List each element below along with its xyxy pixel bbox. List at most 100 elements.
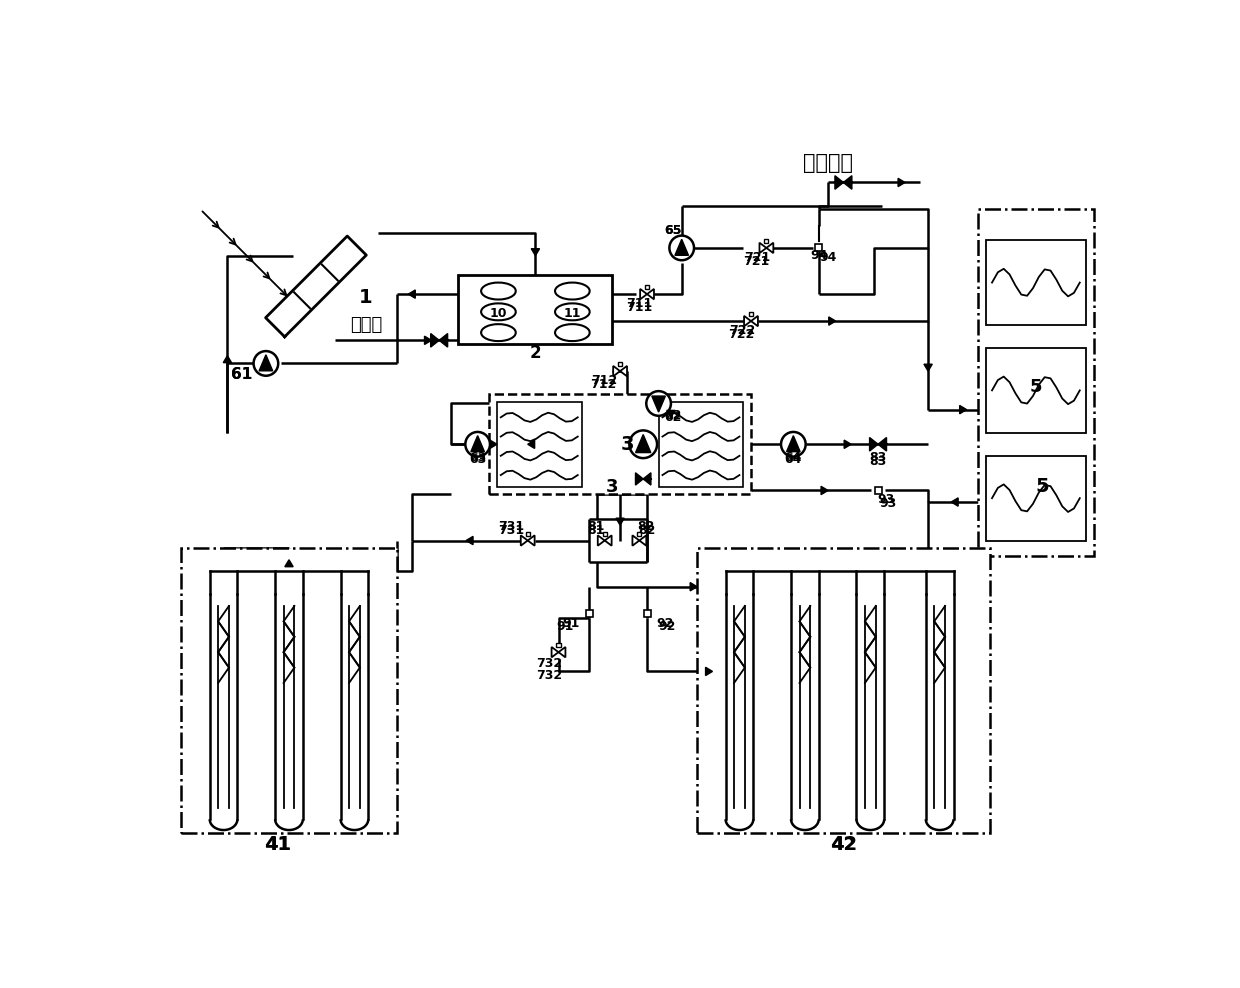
Text: 2: 2 <box>529 345 541 363</box>
Polygon shape <box>786 436 800 452</box>
Text: 722: 722 <box>728 328 754 341</box>
Polygon shape <box>960 405 967 414</box>
Text: 41: 41 <box>265 836 290 854</box>
Polygon shape <box>490 440 497 449</box>
Text: 94: 94 <box>820 251 837 264</box>
Text: 61: 61 <box>231 368 252 382</box>
Text: 1: 1 <box>360 288 373 307</box>
Polygon shape <box>751 316 758 326</box>
Text: 94: 94 <box>810 249 827 262</box>
Text: 81: 81 <box>587 524 604 537</box>
Polygon shape <box>828 317 836 325</box>
Polygon shape <box>605 535 611 545</box>
Text: 93: 93 <box>879 497 897 510</box>
Polygon shape <box>424 336 432 345</box>
Bar <box>181 548 397 833</box>
Text: 11: 11 <box>564 307 582 320</box>
Text: 91: 91 <box>557 620 574 633</box>
Bar <box>637 532 641 535</box>
Polygon shape <box>835 176 843 190</box>
Circle shape <box>646 391 671 416</box>
Bar <box>644 611 651 618</box>
Text: 93: 93 <box>877 493 894 506</box>
Bar <box>585 611 593 618</box>
Polygon shape <box>223 356 232 363</box>
Bar <box>618 363 622 367</box>
Polygon shape <box>691 583 697 591</box>
Text: 5: 5 <box>1029 377 1042 395</box>
Polygon shape <box>647 288 653 299</box>
Bar <box>603 532 606 535</box>
Text: 42: 42 <box>830 835 857 855</box>
Text: 732: 732 <box>536 657 562 670</box>
Bar <box>459 275 613 344</box>
Text: 712: 712 <box>591 373 618 387</box>
Text: 64: 64 <box>785 453 802 466</box>
Bar <box>874 487 882 494</box>
Polygon shape <box>620 366 627 376</box>
Bar <box>764 239 769 243</box>
Polygon shape <box>706 667 713 676</box>
Text: 3: 3 <box>621 435 635 453</box>
Text: 65: 65 <box>663 223 681 237</box>
Text: 731: 731 <box>497 520 523 534</box>
Polygon shape <box>644 473 651 485</box>
Polygon shape <box>259 355 273 370</box>
Circle shape <box>253 351 278 375</box>
Text: 83: 83 <box>869 451 887 463</box>
Text: 5: 5 <box>1035 477 1049 496</box>
Text: 41: 41 <box>264 835 291 855</box>
Bar <box>697 548 990 833</box>
Text: 711: 711 <box>626 296 652 310</box>
Text: 62: 62 <box>663 411 681 424</box>
Polygon shape <box>843 176 852 190</box>
Polygon shape <box>766 243 774 253</box>
Polygon shape <box>951 498 959 506</box>
Polygon shape <box>667 410 675 417</box>
Circle shape <box>670 235 694 260</box>
Text: 62: 62 <box>663 408 681 422</box>
Text: 721: 721 <box>743 255 770 268</box>
Polygon shape <box>675 239 688 255</box>
Text: 64: 64 <box>785 451 802 463</box>
Polygon shape <box>558 647 565 657</box>
Text: 生活热水: 生活热水 <box>804 153 853 173</box>
Polygon shape <box>640 288 647 299</box>
Text: 3: 3 <box>606 477 619 496</box>
Polygon shape <box>613 366 620 376</box>
Bar <box>978 209 1094 556</box>
Polygon shape <box>430 334 439 347</box>
Polygon shape <box>439 334 448 347</box>
Text: 82: 82 <box>639 524 656 537</box>
Text: 42: 42 <box>831 836 856 854</box>
Text: 721: 721 <box>744 251 770 264</box>
Polygon shape <box>466 536 472 544</box>
Text: 711: 711 <box>626 300 652 314</box>
Polygon shape <box>471 436 485 452</box>
Polygon shape <box>521 535 528 545</box>
Polygon shape <box>598 535 605 545</box>
Circle shape <box>781 432 806 456</box>
Text: 83: 83 <box>869 454 887 467</box>
Bar <box>986 455 1086 540</box>
Polygon shape <box>635 473 644 485</box>
Polygon shape <box>552 647 558 657</box>
Bar <box>497 402 582 487</box>
Polygon shape <box>640 535 646 545</box>
Bar <box>658 402 743 487</box>
Polygon shape <box>821 486 828 495</box>
Polygon shape <box>528 535 534 545</box>
Text: 63: 63 <box>469 451 486 463</box>
Polygon shape <box>898 178 905 187</box>
Circle shape <box>465 432 490 456</box>
Bar <box>815 244 822 251</box>
Text: 731: 731 <box>497 524 523 537</box>
Polygon shape <box>285 560 293 567</box>
Text: 65: 65 <box>663 223 681 237</box>
Circle shape <box>630 431 657 458</box>
Bar <box>645 286 649 289</box>
Bar <box>749 312 753 316</box>
Polygon shape <box>652 396 666 412</box>
Polygon shape <box>265 236 366 337</box>
Polygon shape <box>408 289 415 298</box>
